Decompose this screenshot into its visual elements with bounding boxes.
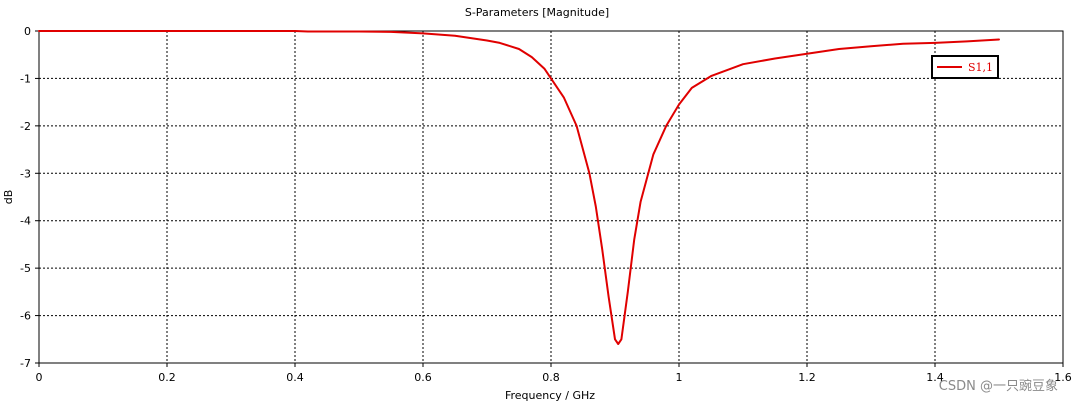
y-tick-label: -7 xyxy=(20,357,31,370)
y-tick-label: -5 xyxy=(20,262,31,275)
x-axis-label: Frequency / GHz xyxy=(505,389,595,402)
y-tick-label: -2 xyxy=(20,120,31,133)
x-tick-label: 0 xyxy=(36,371,43,384)
watermark: CSDN @一只豌豆象 xyxy=(939,378,1058,394)
grid-lines xyxy=(39,31,1063,363)
x-tick-label: 1.6 xyxy=(1054,371,1072,384)
series-layer xyxy=(38,30,1000,345)
y-tick-label: -1 xyxy=(20,72,31,85)
legend-box xyxy=(931,55,999,79)
x-tick-label: 1.2 xyxy=(798,371,816,384)
y-axis-ticks: 0 -1 -2 -3 -4 -5 -6 -7 xyxy=(20,25,39,370)
y-tick-label: -6 xyxy=(20,310,31,323)
x-tick-label: 0.4 xyxy=(286,371,304,384)
x-tick-label: 1 xyxy=(676,371,683,384)
y-tick-label: -4 xyxy=(20,215,31,228)
legend-label-s11: S1,1 xyxy=(968,61,993,74)
chart-title: S-Parameters [Magnitude] xyxy=(465,6,609,19)
x-axis-ticks: 0 0.2 0.4 0.6 0.8 1 1.2 1.4 1.6 xyxy=(36,363,1072,384)
legend: S1,1 xyxy=(931,55,999,79)
x-tick-label: 0.2 xyxy=(158,371,176,384)
y-axis-label: dB xyxy=(2,190,15,205)
x-tick-label: 0.6 xyxy=(414,371,432,384)
x-tick-label: 0.8 xyxy=(542,371,560,384)
x-tick-label: 1.4 xyxy=(926,371,944,384)
y-tick-label: -3 xyxy=(20,167,31,180)
series-line-s11 xyxy=(38,30,1000,345)
y-tick-label: 0 xyxy=(24,25,31,38)
